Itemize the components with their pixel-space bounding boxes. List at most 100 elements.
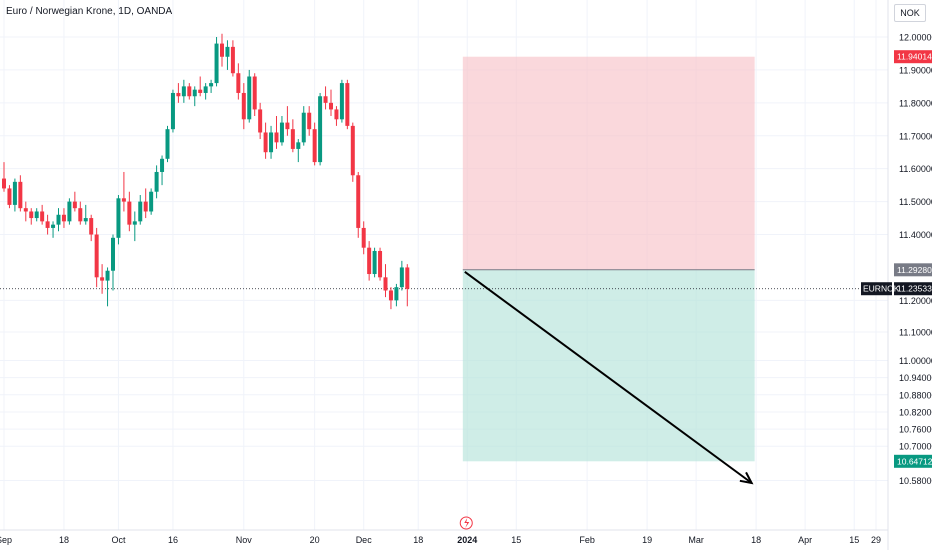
candle-body <box>269 132 274 153</box>
candle-body <box>388 290 393 301</box>
last-price-label-bg <box>894 282 932 296</box>
y-tick-label: 10.82000 <box>899 407 932 417</box>
candle-body <box>100 277 105 281</box>
candle-body <box>89 218 94 235</box>
target-price-label: 10.64712 <box>897 456 932 466</box>
candle-body <box>236 73 241 93</box>
candle-body <box>301 112 306 143</box>
x-tick-label: 16 <box>168 535 178 545</box>
candle-body <box>230 46 235 74</box>
arrow-head <box>739 471 754 485</box>
y-tick-label: 10.88000 <box>899 390 932 400</box>
x-tick-label: 18 <box>59 535 69 545</box>
candle-body <box>241 92 246 120</box>
x-tick-label: Oct <box>111 535 126 545</box>
candle-body <box>160 158 165 172</box>
currency-button[interactable]: NOK <box>894 4 926 22</box>
candle-body <box>165 129 170 159</box>
candle-body <box>94 234 99 278</box>
y-tick-label: 11.90000 <box>899 65 932 75</box>
candle-body <box>149 191 154 212</box>
candle-body <box>378 250 383 278</box>
candle-body <box>307 112 312 130</box>
y-tick-label: 12.00000 <box>899 33 932 43</box>
flash-icon[interactable] <box>459 516 473 530</box>
candle-body <box>290 129 295 149</box>
candle-body <box>78 208 83 222</box>
candle-body <box>198 89 203 93</box>
entry-price-label: 11.29280 <box>897 265 932 275</box>
x-tick-label: Nov <box>236 535 253 545</box>
y-tick-label: 11.00000 <box>899 356 932 366</box>
x-tick-label: 15 <box>849 535 859 545</box>
candle-body <box>170 92 175 130</box>
candle-body <box>181 86 186 97</box>
candle-body <box>72 201 77 209</box>
candle-body <box>258 109 263 133</box>
x-tick-label: 2024 <box>457 535 477 545</box>
entry-price-label-bg <box>894 263 932 277</box>
x-tick-label: 18 <box>413 535 423 545</box>
candle-body <box>350 125 355 176</box>
stop-price-label: 11.94014 <box>897 52 932 62</box>
take-profit-zone[interactable] <box>462 269 755 462</box>
candle-body <box>279 122 284 143</box>
candle-body <box>121 198 126 202</box>
x-tick-label: 29 <box>871 535 881 545</box>
y-tick-label: 11.50000 <box>899 197 932 207</box>
symbol-label-bg <box>861 282 892 296</box>
candle-body <box>192 89 197 97</box>
candle-body <box>40 211 45 222</box>
candle-body <box>18 181 23 209</box>
candle-body <box>296 142 301 149</box>
candle-body <box>203 86 208 93</box>
candle-body <box>56 214 61 225</box>
y-tick-label: 11.40000 <box>899 230 932 240</box>
candle-body <box>138 201 143 222</box>
candle-body <box>263 132 268 153</box>
candle-body <box>220 43 224 57</box>
projection-arrow[interactable] <box>464 271 753 484</box>
candle-body <box>329 102 333 110</box>
candles <box>2 33 410 310</box>
y-tick-label: 10.76000 <box>899 425 932 435</box>
x-tick-label: 19 <box>642 535 652 545</box>
candle-body <box>61 214 66 222</box>
candle-body <box>339 83 344 120</box>
symbol-label: EURNOK <box>863 284 900 294</box>
stop-price-label-bg <box>894 50 932 64</box>
stop-loss-zone[interactable] <box>462 56 755 270</box>
candle-body <box>67 201 72 222</box>
candle-body <box>312 129 317 163</box>
candle-body <box>116 198 121 238</box>
candle-body <box>7 188 12 205</box>
y-tick-label: 10.58000 <box>899 476 932 486</box>
candle-body <box>285 122 290 130</box>
candle-body <box>383 277 388 291</box>
candle-body <box>83 218 88 222</box>
y-tick-label: 11.70000 <box>899 131 932 141</box>
candle-body <box>252 76 257 110</box>
candle-body <box>143 201 148 212</box>
x-tick-label: 15 <box>511 535 521 545</box>
candle-body <box>372 250 377 275</box>
last-price-label: 11.23533 <box>897 284 932 294</box>
candle-body <box>23 208 28 212</box>
y-tick-label: 11.80000 <box>899 98 932 108</box>
x-tick-label: Apr <box>798 535 812 545</box>
candle-body <box>51 224 56 228</box>
candle-body <box>34 211 39 219</box>
flash-icon-bolt <box>464 518 470 528</box>
candle-body <box>334 109 339 120</box>
chart-title: Euro / Norwegian Krone, 1D, OANDA <box>6 6 173 17</box>
grid <box>0 0 888 530</box>
candle-body <box>2 178 6 189</box>
candle-body <box>12 181 17 205</box>
candle-body <box>127 201 132 225</box>
candle-body <box>225 46 230 57</box>
candle-body <box>111 237 115 271</box>
candle-body <box>394 287 399 301</box>
candle-body <box>345 83 350 126</box>
candle-body <box>274 132 279 143</box>
